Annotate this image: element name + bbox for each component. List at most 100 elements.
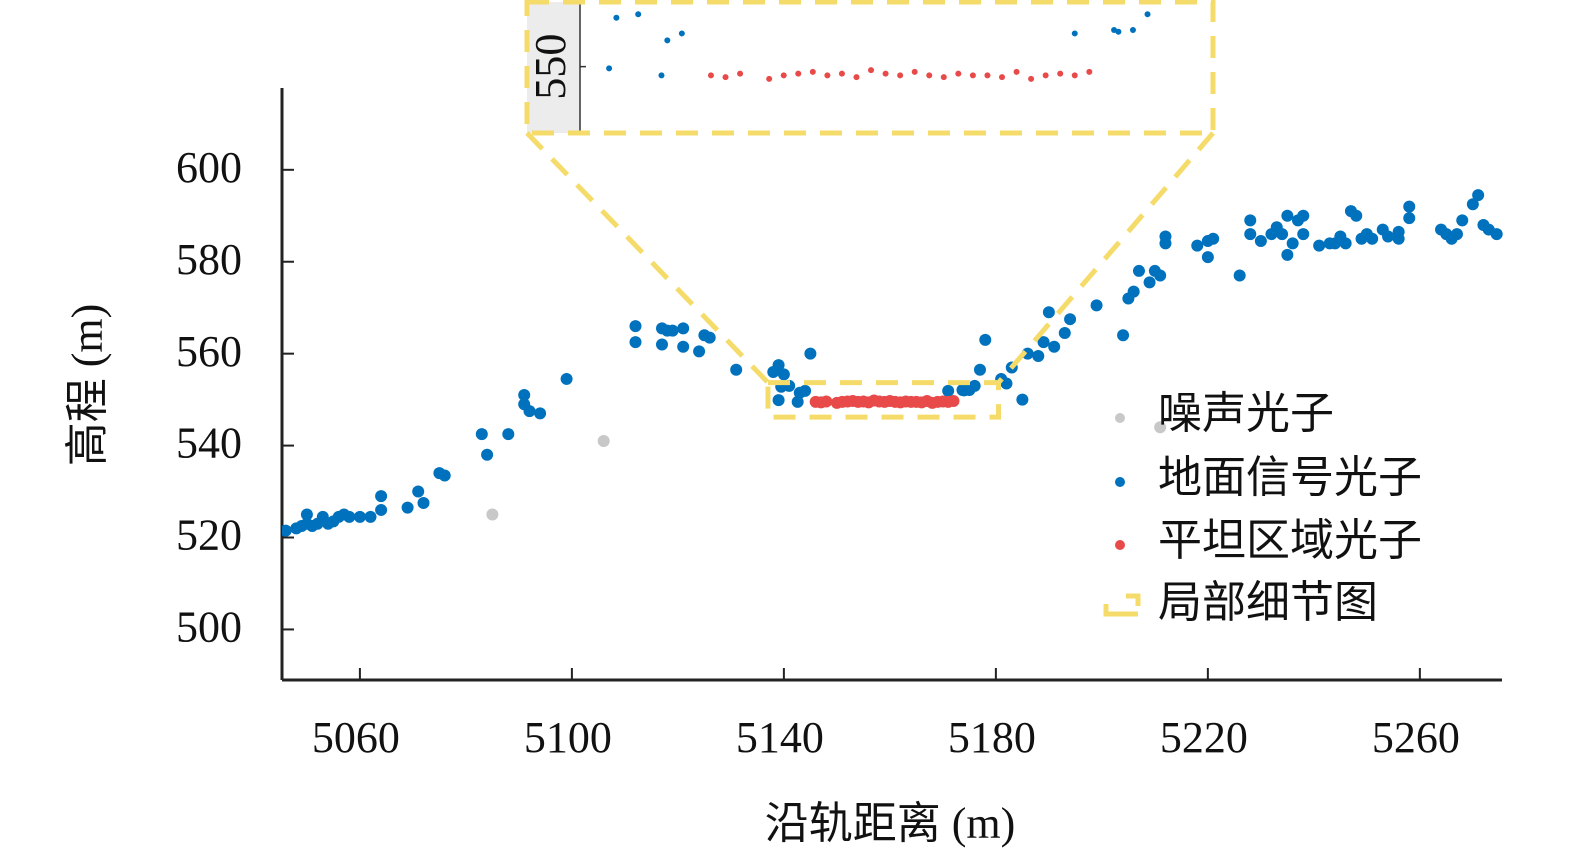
point bbox=[999, 74, 1005, 81]
y-tick-label: 600 bbox=[176, 143, 242, 192]
legend-marker bbox=[1115, 413, 1125, 423]
x-tick-label: 5100 bbox=[524, 713, 612, 762]
point bbox=[897, 72, 904, 79]
point bbox=[1490, 228, 1503, 241]
point bbox=[940, 74, 947, 81]
point bbox=[973, 363, 986, 376]
point bbox=[677, 340, 690, 353]
point bbox=[655, 338, 668, 351]
point bbox=[853, 74, 860, 81]
point bbox=[678, 30, 685, 37]
point bbox=[666, 324, 679, 337]
point bbox=[809, 68, 816, 75]
point bbox=[780, 72, 787, 79]
point bbox=[772, 359, 785, 372]
point bbox=[824, 72, 831, 79]
point bbox=[1254, 235, 1267, 248]
point bbox=[1154, 269, 1167, 282]
y-tick-label: 580 bbox=[176, 235, 242, 284]
legend-marker bbox=[1103, 593, 1141, 617]
point bbox=[1275, 64, 1281, 70]
y-tick-label: 540 bbox=[176, 419, 242, 468]
point bbox=[979, 333, 992, 346]
point bbox=[1339, 237, 1352, 250]
point bbox=[1366, 232, 1379, 245]
point bbox=[1132, 264, 1145, 277]
point bbox=[1154, 421, 1167, 434]
point bbox=[1232, 2, 1238, 8]
point bbox=[1350, 209, 1363, 222]
point bbox=[693, 345, 706, 358]
point bbox=[984, 72, 991, 79]
point bbox=[1048, 340, 1061, 353]
point bbox=[868, 67, 875, 74]
point bbox=[1028, 75, 1035, 82]
point bbox=[968, 379, 981, 392]
point bbox=[926, 72, 933, 79]
point bbox=[1281, 248, 1294, 261]
point bbox=[481, 448, 494, 461]
legend-label: 地面信号光子 bbox=[1158, 453, 1422, 502]
point bbox=[613, 14, 620, 21]
point bbox=[1392, 232, 1405, 245]
point bbox=[606, 65, 613, 72]
point bbox=[1472, 189, 1485, 202]
point bbox=[1115, 28, 1122, 35]
legend-marker bbox=[1115, 540, 1125, 550]
point bbox=[1058, 326, 1071, 339]
y-tick-label: 560 bbox=[176, 327, 242, 376]
point bbox=[942, 384, 955, 397]
inset-label-bg bbox=[527, 2, 580, 133]
connector bbox=[525, 131, 770, 385]
x-tick-label: 5180 bbox=[948, 713, 1036, 762]
point bbox=[1450, 228, 1463, 241]
point bbox=[534, 407, 547, 420]
point bbox=[1127, 285, 1140, 298]
point bbox=[1281, 209, 1294, 222]
point bbox=[677, 322, 690, 335]
point bbox=[475, 428, 488, 441]
point bbox=[486, 508, 499, 521]
connector bbox=[996, 131, 1215, 385]
zoom-box bbox=[765, 380, 1002, 420]
point bbox=[300, 508, 313, 521]
point bbox=[1244, 228, 1257, 241]
point bbox=[502, 428, 515, 441]
point bbox=[1013, 68, 1020, 75]
inset-points bbox=[606, 2, 1281, 82]
point bbox=[707, 72, 714, 79]
point bbox=[1090, 299, 1103, 312]
point bbox=[353, 510, 366, 523]
point bbox=[658, 72, 665, 79]
point bbox=[766, 75, 773, 82]
point bbox=[1276, 228, 1289, 241]
point bbox=[1129, 26, 1136, 33]
point bbox=[804, 347, 817, 360]
point bbox=[635, 11, 642, 18]
point bbox=[777, 368, 790, 381]
point bbox=[947, 395, 960, 408]
point bbox=[1086, 68, 1093, 75]
inset-frame bbox=[524, 0, 1216, 136]
point bbox=[1037, 336, 1050, 349]
point bbox=[523, 405, 536, 418]
point bbox=[375, 490, 388, 503]
point bbox=[518, 389, 531, 402]
point bbox=[1042, 306, 1055, 319]
inset-y-tick-label: 550 bbox=[526, 34, 575, 100]
point bbox=[1016, 393, 1029, 406]
point bbox=[343, 510, 356, 523]
point bbox=[737, 70, 744, 77]
point bbox=[820, 395, 833, 408]
point bbox=[955, 70, 962, 77]
point bbox=[772, 394, 785, 407]
main-points bbox=[282, 189, 1503, 537]
point bbox=[664, 37, 671, 44]
point bbox=[1297, 209, 1310, 222]
point bbox=[629, 336, 642, 349]
point bbox=[730, 363, 743, 376]
point bbox=[795, 70, 802, 77]
point bbox=[1286, 237, 1299, 250]
point bbox=[1042, 72, 1049, 79]
